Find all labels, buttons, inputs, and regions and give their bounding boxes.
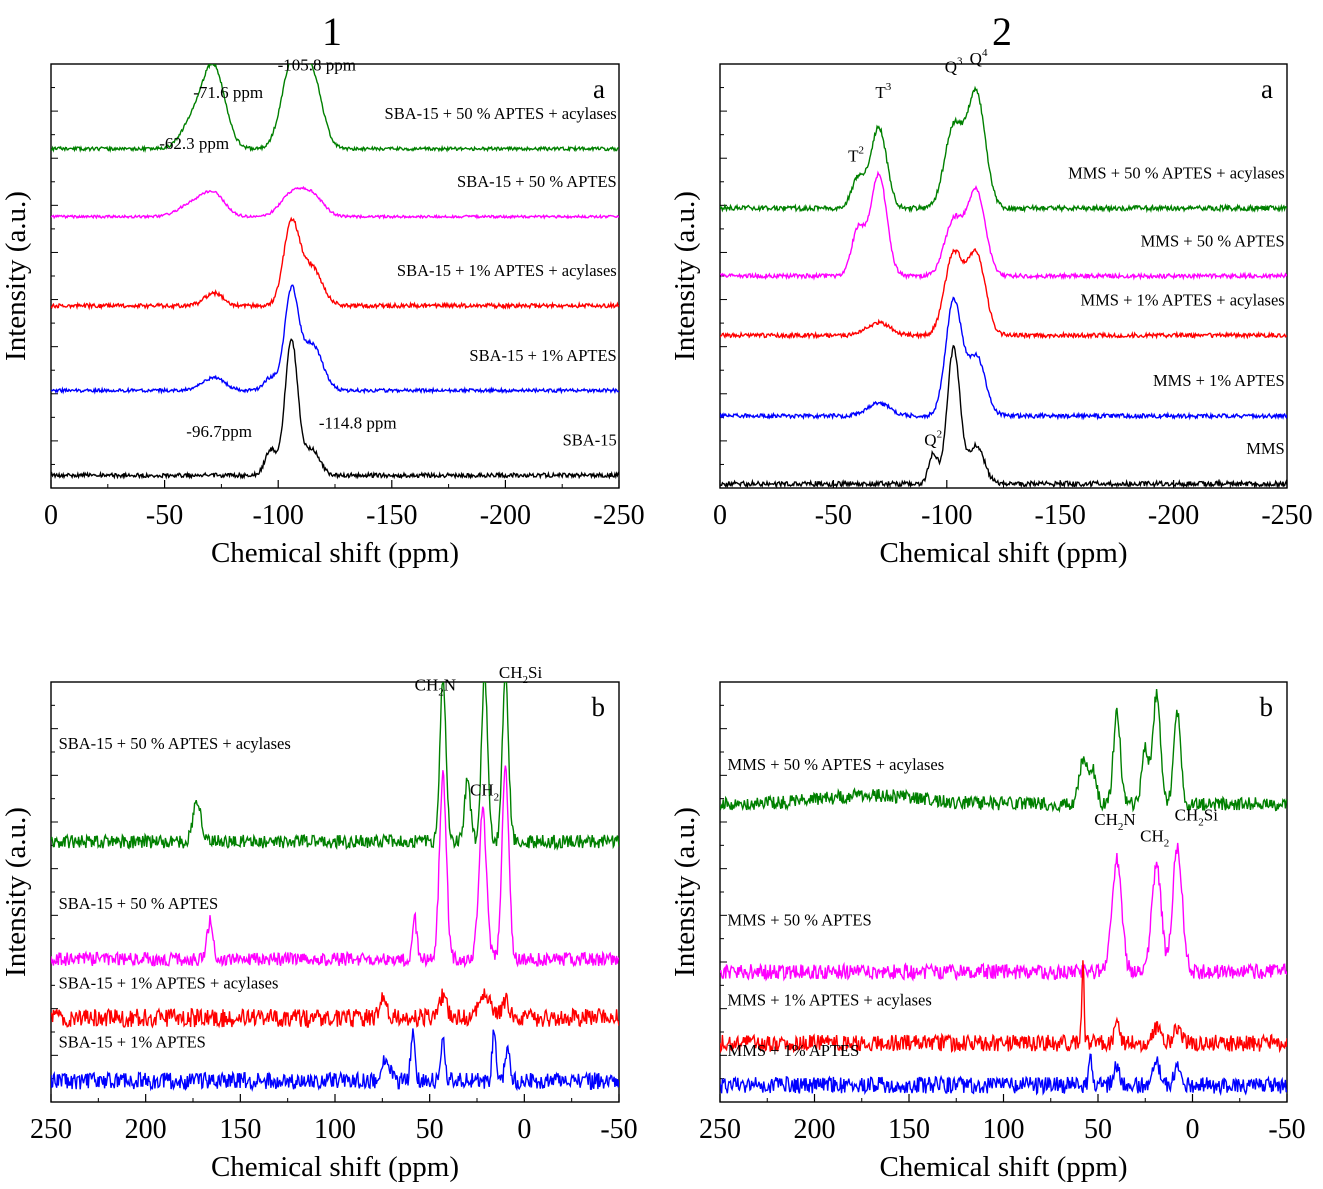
panel-label: b <box>592 692 606 722</box>
series-line-3-1 <box>720 842 1287 982</box>
x-tick-label: -50 <box>1268 1114 1305 1145</box>
x-tick-label: -50 <box>146 500 183 531</box>
x-tick-label: -200 <box>480 500 531 531</box>
x-axis-label: Chemical shift (ppm) <box>211 1151 459 1183</box>
x-tick-label: 0 <box>1186 1114 1200 1145</box>
series-label: SBA-15 + 50 % APTES + acylases <box>59 734 291 753</box>
peak-annotation: T2 <box>848 145 864 166</box>
series-line-0-1 <box>51 185 619 220</box>
series-line-1-3 <box>720 296 1287 421</box>
x-tick-label: 0 <box>44 500 58 531</box>
series-line-1-1 <box>720 170 1287 281</box>
series-label: MMS + 50 % APTES + acylases <box>1068 163 1285 182</box>
series-line-1-2 <box>720 247 1287 340</box>
chart-panel-2b: 250 200 150 100 50 0 -50 Chemical shift (ppm) In… <box>669 681 1306 1183</box>
series-label: MMS <box>1246 439 1285 458</box>
peak-annotation: -96.7ppm <box>186 422 252 441</box>
series-line-2-0 <box>51 682 619 851</box>
x-tick-label: 50 <box>416 1114 444 1145</box>
x-axis-label: Chemical shift (ppm) <box>879 537 1127 569</box>
series-line-1-0 <box>720 85 1287 214</box>
x-tick-label: 200 <box>125 1114 167 1145</box>
panel-label: a <box>1261 74 1273 104</box>
series-line-3-0 <box>720 689 1287 814</box>
series-label: SBA-15 + 50 % APTES <box>457 172 617 191</box>
series-label: MMS + 1% APTES <box>728 1041 860 1060</box>
peak-annotation: T3 <box>875 81 891 102</box>
peak-annotation: Q3 <box>945 55 963 76</box>
series-label: SBA-15 + 1% APTES + acylases <box>397 261 617 280</box>
column-header-1: 1 <box>322 9 342 54</box>
series-line-0-0 <box>51 64 619 154</box>
peak-annotation: CH2N <box>1094 810 1135 833</box>
x-tick-label: 250 <box>699 1114 741 1145</box>
x-tick-label: -250 <box>1261 500 1312 531</box>
series-line-0-4 <box>51 338 619 480</box>
y-axis-label: Intensity (a.u.) <box>0 807 32 977</box>
panel-label: b <box>1260 692 1274 722</box>
x-axis-label: Chemical shift (ppm) <box>211 537 459 569</box>
series-line-0-3 <box>51 284 619 395</box>
x-tick-label: 50 <box>1084 1114 1112 1145</box>
series-line-3-2 <box>720 960 1287 1054</box>
x-tick-label: -100 <box>921 500 972 531</box>
series-label: SBA-15 + 1% APTES <box>59 1032 206 1051</box>
chart-panel-1b: 250 200 150 100 50 0 -50 Chemical shift (ppm) In… <box>0 663 638 1183</box>
plot-frame <box>719 681 1288 1103</box>
column-header-2: 2 <box>992 9 1012 54</box>
series-label: MMS + 50 % APTES <box>728 911 872 930</box>
peak-annotation: CH2Si <box>499 663 543 686</box>
x-tick-label: 200 <box>794 1114 836 1145</box>
peak-annotation: CH2Si <box>1175 806 1219 829</box>
series-label: MMS + 1% APTES <box>1153 371 1285 390</box>
x-tick-label: 100 <box>314 1114 356 1145</box>
x-axis-label: Chemical shift (ppm) <box>879 1151 1127 1183</box>
x-tick-label: -200 <box>1148 500 1199 531</box>
series-label: MMS + 50 % APTES + acylases <box>728 755 945 774</box>
x-tick-label: 150 <box>219 1114 261 1145</box>
peak-annotation: -71.6 ppm <box>193 83 263 102</box>
x-tick-label: -50 <box>815 500 852 531</box>
x-tick-label: 100 <box>983 1114 1025 1145</box>
series-label: MMS + 1% APTES + acylases <box>1080 291 1284 310</box>
peak-annotation: Q2 <box>924 429 942 450</box>
x-tick-label: 0 <box>713 500 727 531</box>
series-label: SBA-15 <box>563 431 617 450</box>
x-tick-label: -100 <box>253 500 304 531</box>
y-axis-label: Intensity (a.u.) <box>669 191 701 361</box>
series-label: MMS + 1% APTES + acylases <box>728 990 932 1009</box>
chart-panel-2a: 0 -50 -100 -150 -200 -250 Chemical shift (ppm)… <box>669 47 1313 569</box>
series-line-3-3 <box>720 1053 1287 1097</box>
x-tick-label: 250 <box>30 1114 72 1145</box>
series-label: SBA-15 + 1% APTES <box>469 346 616 365</box>
series-label: SBA-15 + 50 % APTES <box>59 894 219 913</box>
x-tick-label: -150 <box>1035 500 1086 531</box>
series-line-1-4 <box>720 344 1287 488</box>
y-axis-label: Intensity (a.u.) <box>0 191 32 361</box>
series-label: MMS + 50 % APTES <box>1141 231 1285 250</box>
y-axis-label: Intensity (a.u.) <box>669 807 701 977</box>
series-label: SBA-15 + 1% APTES + acylases <box>59 974 279 993</box>
series-line-2-2 <box>51 988 619 1029</box>
panel-label: a <box>593 74 605 104</box>
peak-annotation: Q4 <box>970 47 988 68</box>
x-tick-label: -50 <box>600 1114 637 1145</box>
x-tick-label: -250 <box>593 500 644 531</box>
peak-annotation: -105.8 ppm <box>278 55 356 74</box>
peak-annotation: -114.8 ppm <box>319 414 397 433</box>
series-label: SBA-15 + 50 % APTES + acylases <box>385 104 617 123</box>
x-tick-label: 150 <box>888 1114 930 1145</box>
peak-annotation: -62.3 ppm <box>159 134 229 153</box>
peak-annotation: CH2N <box>415 675 456 698</box>
chart-panel-1a: 0 -50 -100 -150 -200 -250 Chemical shift (ppm)… <box>0 55 645 569</box>
series-line-2-1 <box>51 765 619 969</box>
peak-annotation: CH2 <box>470 780 499 803</box>
peak-annotation: CH2 <box>1140 827 1169 850</box>
series-line-2-3 <box>51 1028 619 1092</box>
series-line-0-2 <box>51 216 619 311</box>
x-tick-label: -150 <box>366 500 417 531</box>
x-tick-label: 0 <box>517 1114 531 1145</box>
